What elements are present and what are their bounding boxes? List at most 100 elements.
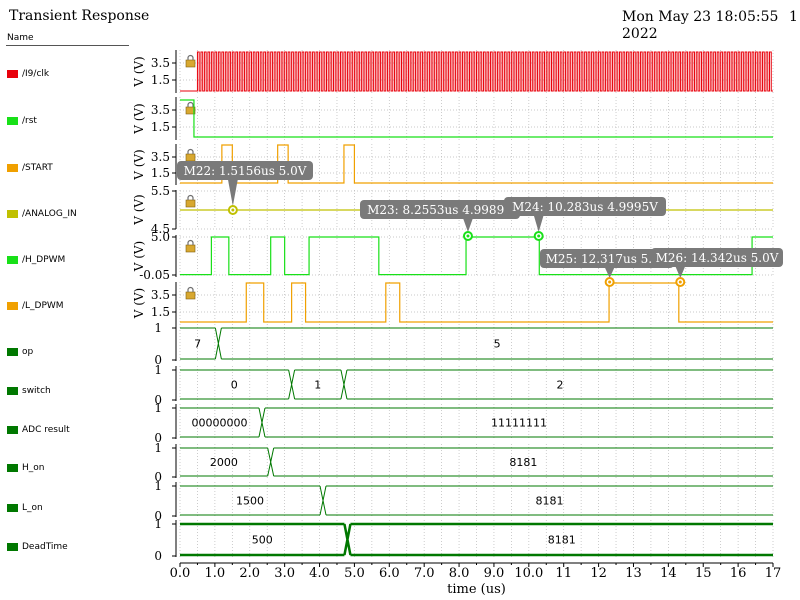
bus-value: 5 xyxy=(494,338,501,351)
marker-label: M26: 14.342us 5.0V xyxy=(656,251,779,265)
x-tick-label: 1.0 xyxy=(205,566,226,581)
marker-pointer xyxy=(533,215,544,232)
x-tick-label: 6.0 xyxy=(379,566,400,581)
bus-value: 8181 xyxy=(509,456,537,469)
bus-segment xyxy=(180,407,259,438)
y-tick-label: 5.5 xyxy=(151,184,170,198)
x-tick-label: 16 xyxy=(730,566,747,581)
marker-label: M22: 1.5156us 5.0V xyxy=(184,164,307,178)
legend-label: /I9/clk xyxy=(22,69,50,79)
y-tick-label: 3.5 xyxy=(151,103,170,117)
y-tick-label: 1 xyxy=(154,441,162,455)
marker-pointer xyxy=(604,267,615,278)
x-tick-label: 5.0 xyxy=(344,566,365,581)
bus-segment xyxy=(180,327,216,360)
bus-segment xyxy=(180,485,321,516)
lock-icon xyxy=(185,153,196,162)
y-tick-label: 3.5 xyxy=(151,56,170,70)
legend-divider xyxy=(6,45,129,46)
legend-item[interactable]: L_on xyxy=(7,503,43,513)
bus-value: 7 xyxy=(194,338,201,351)
bus-segment xyxy=(180,447,268,477)
y-tick-label: 4.5 xyxy=(151,222,170,236)
y-tick-label: 1 xyxy=(154,517,162,531)
legend-item[interactable]: /rst xyxy=(7,116,37,126)
legend-label: /rst xyxy=(22,116,37,126)
legend-label: L_on xyxy=(22,503,43,513)
legend-item[interactable]: /ANALOG_IN xyxy=(7,209,77,219)
legend-swatch xyxy=(7,426,18,434)
marker-label-box xyxy=(540,249,674,268)
waveform-clk xyxy=(180,51,773,92)
x-tick-label: 11 xyxy=(555,566,572,581)
legend-label: /START xyxy=(22,163,53,173)
y-tick-label: 0 xyxy=(154,509,162,523)
y-tick-label: 3.5 xyxy=(151,288,170,302)
x-tick-label: 2.0 xyxy=(239,566,260,581)
legend-item[interactable]: H_on xyxy=(7,463,44,473)
marker-pointer xyxy=(675,266,686,278)
x-axis-label: time (us) xyxy=(447,582,506,597)
x-tick-label: 0.0 xyxy=(170,566,191,581)
bus-value: 2 xyxy=(556,379,563,392)
x-tick-label: 4.0 xyxy=(309,566,330,581)
bus-value: 2000 xyxy=(210,456,238,469)
bus-value: 8181 xyxy=(548,534,576,547)
y-axis-label: V (V) xyxy=(132,288,146,320)
legend-label: /H_DPWM xyxy=(22,255,66,265)
legend-item[interactable]: /L_DPWM xyxy=(7,301,64,311)
lock-icon xyxy=(187,148,194,154)
x-tick-label: 17 xyxy=(765,566,782,581)
y-axis-label: V (V) xyxy=(132,103,146,135)
x-tick-label: 10.0 xyxy=(514,566,543,581)
legend-item[interactable]: DeadTime xyxy=(7,542,68,552)
legend-swatch xyxy=(7,117,18,125)
y-tick-label: 1.5 xyxy=(151,166,170,180)
legend-item[interactable]: /H_DPWM xyxy=(7,255,65,265)
legend-item[interactable]: /I9/clk xyxy=(7,69,49,79)
lock-icon xyxy=(185,106,196,115)
marker-pointer xyxy=(227,179,238,206)
legend-swatch xyxy=(7,348,18,356)
legend-label: DeadTime xyxy=(22,542,68,552)
y-tick-label: 0 xyxy=(154,431,162,445)
bus-segment xyxy=(258,407,773,438)
y-tick-label: 1 xyxy=(154,321,162,335)
legend-swatch xyxy=(7,164,18,172)
y-tick-label: 1.5 xyxy=(151,305,170,319)
y-axis-label: V (V) xyxy=(132,149,146,181)
legend-label: /ANALOG_IN xyxy=(22,209,77,219)
marker-point-center xyxy=(466,234,470,238)
marker-label-box xyxy=(360,200,520,219)
timestamp: Mon May 23 18:05:55 2022 xyxy=(622,9,778,43)
legend-item[interactable]: ADC result xyxy=(7,425,70,435)
y-tick-label: 1.5 xyxy=(151,73,170,87)
legend-swatch xyxy=(7,210,18,218)
legend-item[interactable]: op xyxy=(7,347,33,357)
legend-swatch xyxy=(7,387,18,395)
waveform--rst xyxy=(180,99,773,138)
marker-pointer xyxy=(462,218,473,232)
bus-segment xyxy=(288,369,341,400)
legend-item[interactable]: /START xyxy=(7,163,53,173)
legend-label: ADC result xyxy=(22,425,70,435)
x-tick-label: 12 xyxy=(590,566,607,581)
marker-label: M24: 10.283us 4.9995V xyxy=(512,200,658,214)
bus-segment xyxy=(319,485,773,516)
marker-point-center xyxy=(608,280,612,284)
x-tick-label: 8.0 xyxy=(449,566,470,581)
lock-icon xyxy=(185,199,196,208)
bus-value: 8181 xyxy=(536,495,564,508)
legend-item[interactable]: switch xyxy=(7,386,51,396)
bus-value: 0 xyxy=(231,379,238,392)
x-tick-label: 9.0 xyxy=(484,566,505,581)
legend-swatch xyxy=(7,70,18,78)
marker-point-center xyxy=(537,234,541,238)
y-tick-label: 1.5 xyxy=(151,120,170,134)
y-tick-label: 1 xyxy=(154,401,162,415)
y-tick-label: 0 xyxy=(154,353,162,367)
bus-segment xyxy=(214,327,773,360)
x-tick-label: 7.0 xyxy=(414,566,435,581)
bus-segment xyxy=(180,369,289,400)
legend-label: switch xyxy=(22,386,51,396)
